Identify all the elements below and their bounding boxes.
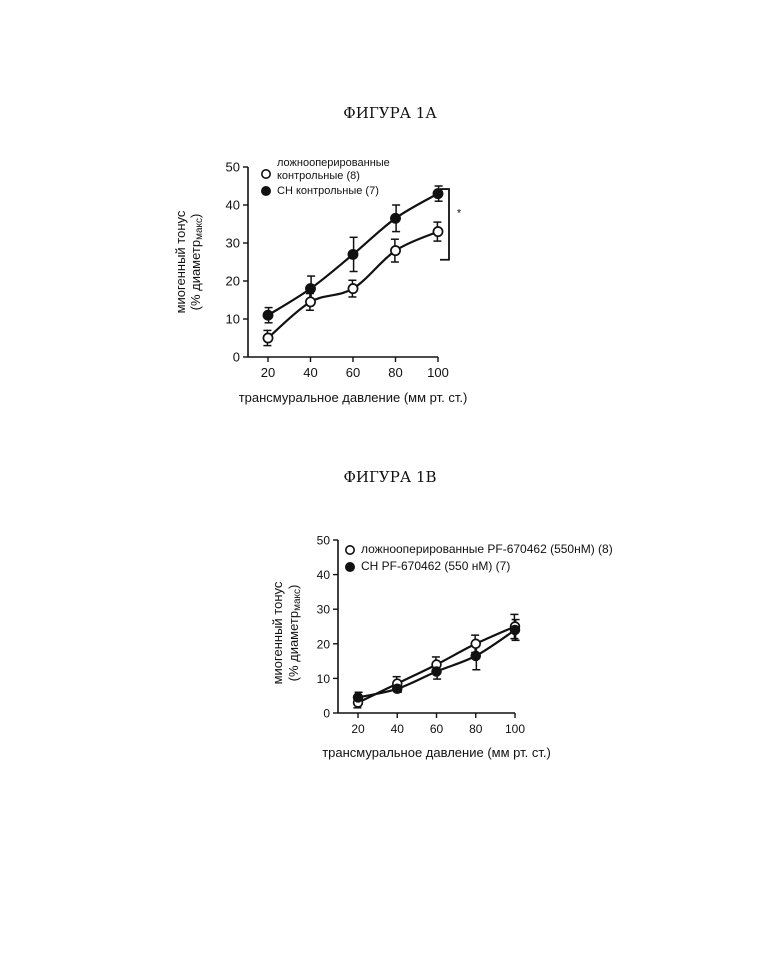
chart2-series-2-point xyxy=(471,652,480,661)
chart2-series-2-point xyxy=(511,626,520,635)
chart1-significance-asterisk: * xyxy=(457,207,462,219)
chart2-y-tick-label: 20 xyxy=(317,637,331,651)
chart1-series-2-point xyxy=(433,189,442,198)
chart2-y-tick-label: 40 xyxy=(317,568,331,582)
chart1-legend-label-2: СН контрольные (7) xyxy=(277,185,379,197)
chart1-y-axis-title-unit: (% диаметрмакс) xyxy=(188,214,205,311)
chart1-series-1-point xyxy=(348,284,357,293)
chart2-y-tick-label: 10 xyxy=(317,672,331,686)
chart1-y-tick-label: 50 xyxy=(226,160,240,175)
chart1-y-tick-label: 20 xyxy=(226,274,240,289)
chart2-y-tick-label: 30 xyxy=(317,603,331,617)
chart1-y-tick-label: 40 xyxy=(226,198,240,213)
chart2-x-tick-label: 80 xyxy=(469,722,483,736)
chart2-x-tick-label: 60 xyxy=(430,722,444,736)
chart2-x-tick-label: 20 xyxy=(351,722,365,736)
chart2-y-tick-label: 0 xyxy=(323,707,330,721)
chart2-y-tick-label: 50 xyxy=(317,534,331,548)
chart2-x-tick-label: 40 xyxy=(391,722,405,736)
chart1-x-tick-label: 40 xyxy=(303,365,317,380)
chart2-legend-marker-2 xyxy=(346,563,354,571)
chart2-x-axis-title: трансмуральное давление (мм рт. ст.) xyxy=(322,745,551,760)
chart2-legend-label-1: ложнооперированные PF-670462 (550нМ) (8) xyxy=(361,542,613,556)
chart1-series-2-point xyxy=(391,214,400,223)
chart1-x-tick-label: 60 xyxy=(346,365,360,380)
chart1-y-axis-title: миогенный тонус xyxy=(173,210,188,313)
chart2-x-tick-label: 100 xyxy=(505,722,525,736)
chart1-y-tick-label: 30 xyxy=(226,236,240,251)
chart1-y-tick-label: 0 xyxy=(233,350,240,365)
chart2-series-2-point xyxy=(354,693,363,702)
chart1-legend-marker-1 xyxy=(262,170,270,178)
chart1-legend-label-1: ложнооперированные xyxy=(277,157,390,169)
chart2-series-2-point xyxy=(432,667,441,676)
chart2-series-1-point xyxy=(471,639,480,648)
chart2-y-axis-title-unit: (% диаметрмакс) xyxy=(286,585,303,682)
chart2-legend-label-2: СН PF-670462 (550 нМ) (7) xyxy=(361,559,510,573)
chart1-series-2-point xyxy=(263,311,272,320)
chart1-x-tick-label: 80 xyxy=(388,365,402,380)
chart1-x-tick-label: 100 xyxy=(427,365,449,380)
chart2-legend-marker-1 xyxy=(346,546,354,554)
chart1-x-tick-label: 20 xyxy=(261,365,275,380)
chart1-y-tick-label: 10 xyxy=(226,312,240,327)
chart1-series-1-point xyxy=(391,246,400,255)
chart1-legend-label-1: контрольные (8) xyxy=(277,170,360,182)
chart1-series-1-point xyxy=(433,227,442,236)
chart2-series-2-point xyxy=(393,684,402,693)
chart1-x-axis-title: трансмуральное давление (мм рт. ст.) xyxy=(239,390,468,405)
chart1-series-1-point xyxy=(306,297,315,306)
chart1-significance-bracket xyxy=(440,189,449,260)
chart1-series-1-point xyxy=(263,333,272,342)
chart1-legend-marker-2 xyxy=(262,187,270,195)
chart1-series-2-point xyxy=(348,250,357,259)
chart1-series-2-point xyxy=(306,284,315,293)
chart2-y-axis-title: миогенный тонус xyxy=(270,581,285,684)
